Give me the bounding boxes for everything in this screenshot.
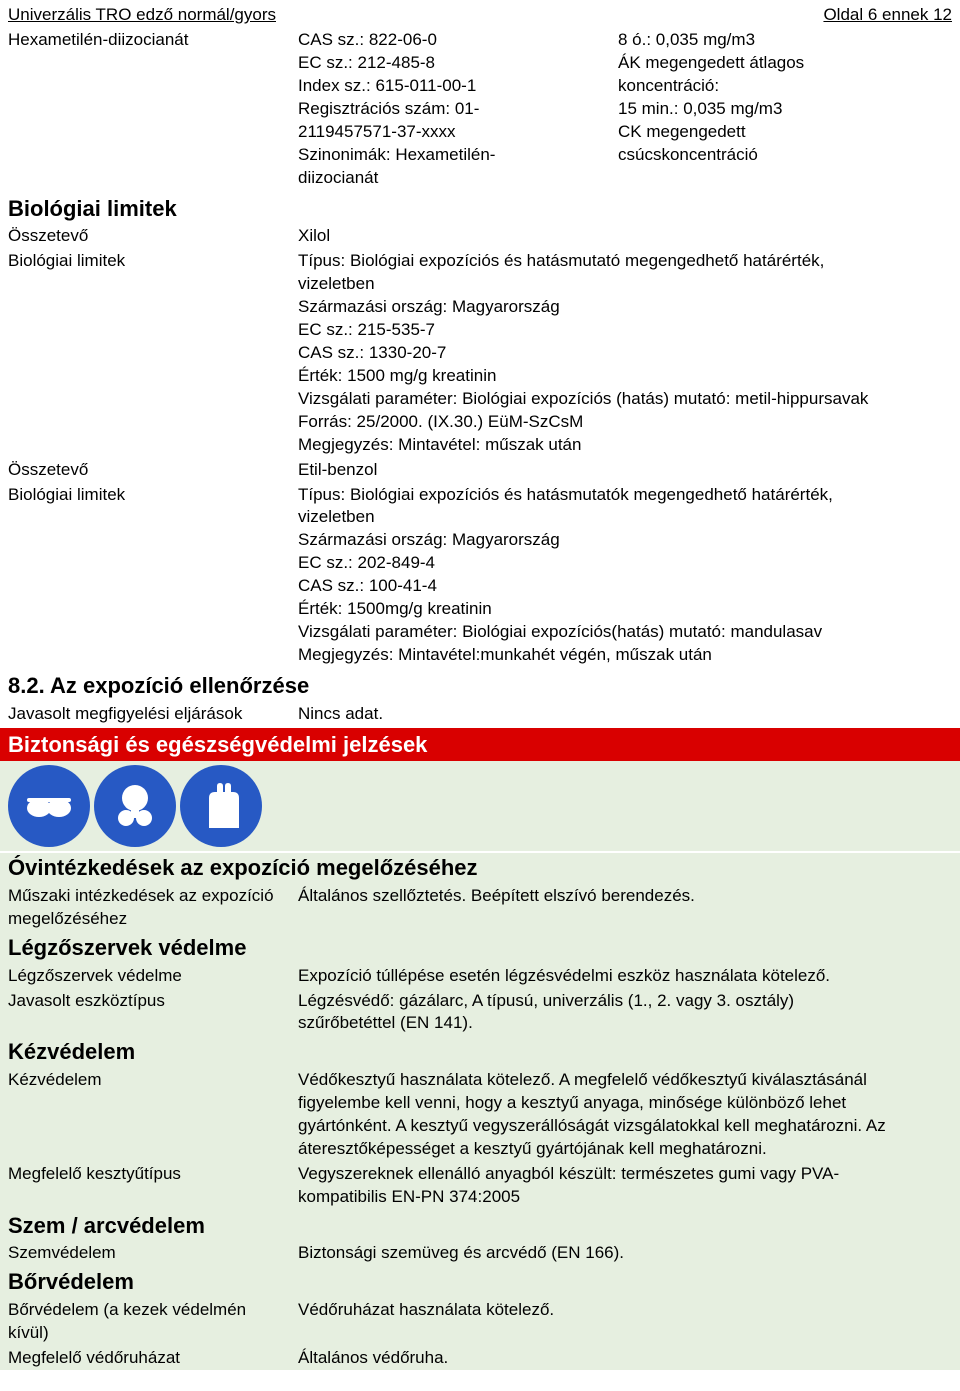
hand-row-2: Megfelelő kesztyűtípus Vegyszereknek ell… — [0, 1163, 960, 1209]
bio-limits-heading: Biológiai limitek — [8, 194, 952, 224]
skin-heading: Bőrvédelem — [0, 1267, 960, 1297]
eye-row: Szemvédelem Biztonsági szemüveg és arcvé… — [0, 1242, 960, 1265]
page-header: Univerzális TRO edző normál/gyors Oldal … — [0, 0, 960, 29]
resp-row-1: Légzőszervek védelme Expozíció túllépése… — [0, 965, 960, 988]
skin-row-2: Megfelelő védőruházat Általános védőruha… — [0, 1347, 960, 1370]
safety-icons-row — [0, 761, 960, 851]
respirator-icon — [94, 765, 176, 847]
bio-row-1: Összetevő Xilol — [8, 225, 952, 248]
gloves-icon — [180, 765, 262, 847]
protection-sections: Óvintézkedések az expozíció megelőzéséhe… — [0, 853, 960, 1370]
bio-row-4: Biológiai limitek Típus: Biológiai expoz… — [8, 484, 952, 668]
substance-ids: CAS sz.: 822-06-0 EC sz.: 212-485-8 Inde… — [298, 29, 618, 190]
sec82-heading: 8.2. Az expozíció ellenőrzése — [8, 671, 952, 701]
sec82-row: Javasolt megfigyelési eljárások Nincs ad… — [8, 703, 952, 726]
goggles-icon — [8, 765, 90, 847]
bio-row-2: Biológiai limitek Típus: Biológiai expoz… — [8, 250, 952, 456]
top-substance-block: Hexametilén-diizocianát CAS sz.: 822-06-… — [0, 29, 960, 726]
resp-heading: Légzőszervek védelme — [0, 933, 960, 963]
resp-row-2: Javasolt eszköztípus Légzésvédő: gázálar… — [0, 990, 960, 1036]
hand-row-1: Kézvédelem Védőkesztyű használata kötele… — [0, 1069, 960, 1161]
substance-limits: 8 ó.: 0,035 mg/m3 ÁK megengedett átlagos… — [618, 29, 898, 190]
page-number: Oldal 6 ennek 12 — [823, 4, 952, 27]
precautions-heading: Óvintézkedések az expozíció megelőzéséhe… — [0, 853, 960, 883]
hand-heading: Kézvédelem — [0, 1037, 960, 1067]
precautions-row: Műszaki intézkedések az expozíció megelő… — [0, 885, 960, 931]
eye-heading: Szem / arcvédelem — [0, 1211, 960, 1241]
doc-title: Univerzális TRO edző normál/gyors — [8, 4, 276, 27]
substance-name: Hexametilén-diizocianát — [8, 29, 298, 190]
skin-row-1: Bőrvédelem (a kezek védelmén kívül) Védő… — [0, 1299, 960, 1345]
bio-row-3: Összetevő Etil-benzol — [8, 459, 952, 482]
safety-signs-heading: Biztonsági és egészségvédelmi jelzések — [0, 728, 960, 762]
